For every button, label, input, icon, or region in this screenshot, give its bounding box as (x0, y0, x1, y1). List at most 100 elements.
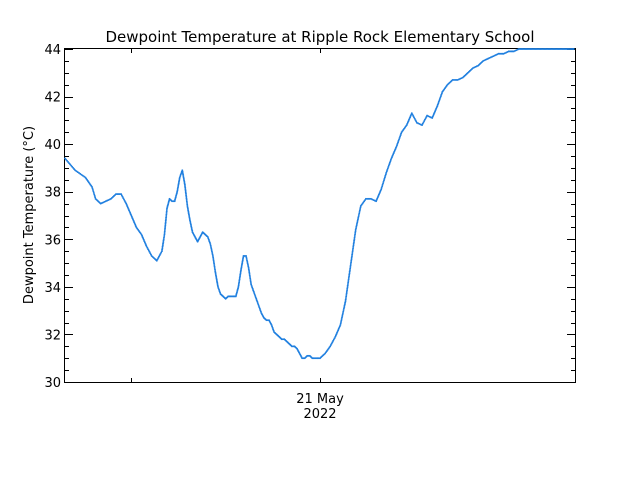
data-point (387, 164, 390, 167)
data-point (212, 258, 215, 260)
data-point (345, 290, 348, 293)
data-point (240, 267, 243, 270)
data-point (238, 278, 241, 281)
data-point (436, 105, 439, 108)
data-point (399, 135, 402, 138)
data-point (344, 298, 347, 301)
data-point (165, 212, 168, 214)
data-point (241, 263, 243, 266)
data-point (190, 228, 193, 231)
data-point (165, 213, 168, 216)
data-point (339, 322, 342, 325)
data-point (184, 189, 187, 192)
data-point (353, 236, 356, 239)
data-point (354, 231, 357, 234)
data-point (187, 213, 190, 216)
data-point (239, 272, 242, 275)
data-point (271, 326, 274, 329)
data-point (248, 271, 251, 274)
data-point (251, 286, 254, 289)
data-point (237, 282, 240, 285)
data-point (350, 255, 353, 258)
data-point (92, 190, 95, 193)
data-point (246, 259, 248, 262)
data-point (352, 247, 354, 250)
data-point (351, 248, 354, 251)
data-point (213, 265, 216, 268)
data-point (181, 169, 184, 172)
data-point (342, 312, 344, 314)
data-point (176, 190, 179, 193)
data-point (345, 293, 348, 296)
data-point (259, 310, 262, 313)
data-point (163, 230, 166, 233)
data-point (349, 264, 352, 267)
data-point (352, 244, 355, 247)
data-point (255, 297, 258, 300)
data-point (358, 209, 361, 212)
data-point (387, 166, 390, 168)
data-point (177, 185, 180, 187)
data-point (247, 265, 250, 268)
data-point (344, 300, 347, 303)
data-point (347, 276, 350, 279)
data-point (239, 270, 242, 273)
data-point (176, 187, 179, 190)
data-point (217, 287, 220, 290)
data-point (436, 103, 439, 106)
data-point (353, 239, 356, 242)
data-point (189, 223, 192, 226)
data-point (357, 215, 360, 218)
data-point (164, 224, 167, 227)
data-point (165, 216, 168, 219)
data-point (397, 141, 399, 144)
data-point (389, 160, 392, 163)
data-point (256, 302, 259, 304)
data-point (182, 176, 185, 179)
chart-title: Dewpoint Temperature at Ripple Rock Elem… (105, 28, 534, 46)
data-point (356, 221, 359, 224)
data-point (184, 188, 187, 191)
data-point (164, 222, 167, 225)
data-point (189, 219, 191, 222)
data-point (237, 284, 240, 287)
data-point (271, 325, 274, 328)
data-point (213, 264, 216, 266)
data-point (164, 227, 166, 230)
data-point (340, 320, 342, 323)
data-point (182, 173, 185, 176)
data-point (341, 316, 343, 319)
data-point (357, 216, 360, 219)
data-point (185, 197, 188, 200)
data-point (162, 238, 165, 241)
data-point (241, 262, 244, 265)
data-point (341, 313, 344, 316)
data-point (161, 244, 164, 247)
data-point (183, 183, 186, 186)
data-point (357, 213, 360, 216)
data-point (189, 222, 192, 225)
data-point (358, 212, 361, 215)
data-point (186, 203, 189, 206)
data-point (162, 241, 165, 244)
data-point (183, 179, 186, 182)
y-tick-label: 44 (44, 43, 61, 58)
data-point (187, 209, 190, 212)
data-point (185, 198, 188, 201)
data-point (209, 244, 212, 247)
data-point (183, 180, 186, 183)
data-point (190, 226, 193, 229)
data-point (388, 161, 391, 164)
data-point (241, 259, 244, 262)
data-point (210, 247, 213, 250)
data-point (216, 281, 219, 284)
data-point (348, 272, 351, 275)
data-point (239, 275, 241, 278)
data-point (384, 173, 387, 176)
data-point (91, 186, 93, 188)
data-point (384, 174, 387, 177)
y-axis-ticks: 30 32 34 36 38 40 42 44 (44, 43, 575, 391)
data-point (165, 215, 168, 218)
data-point (179, 175, 182, 177)
